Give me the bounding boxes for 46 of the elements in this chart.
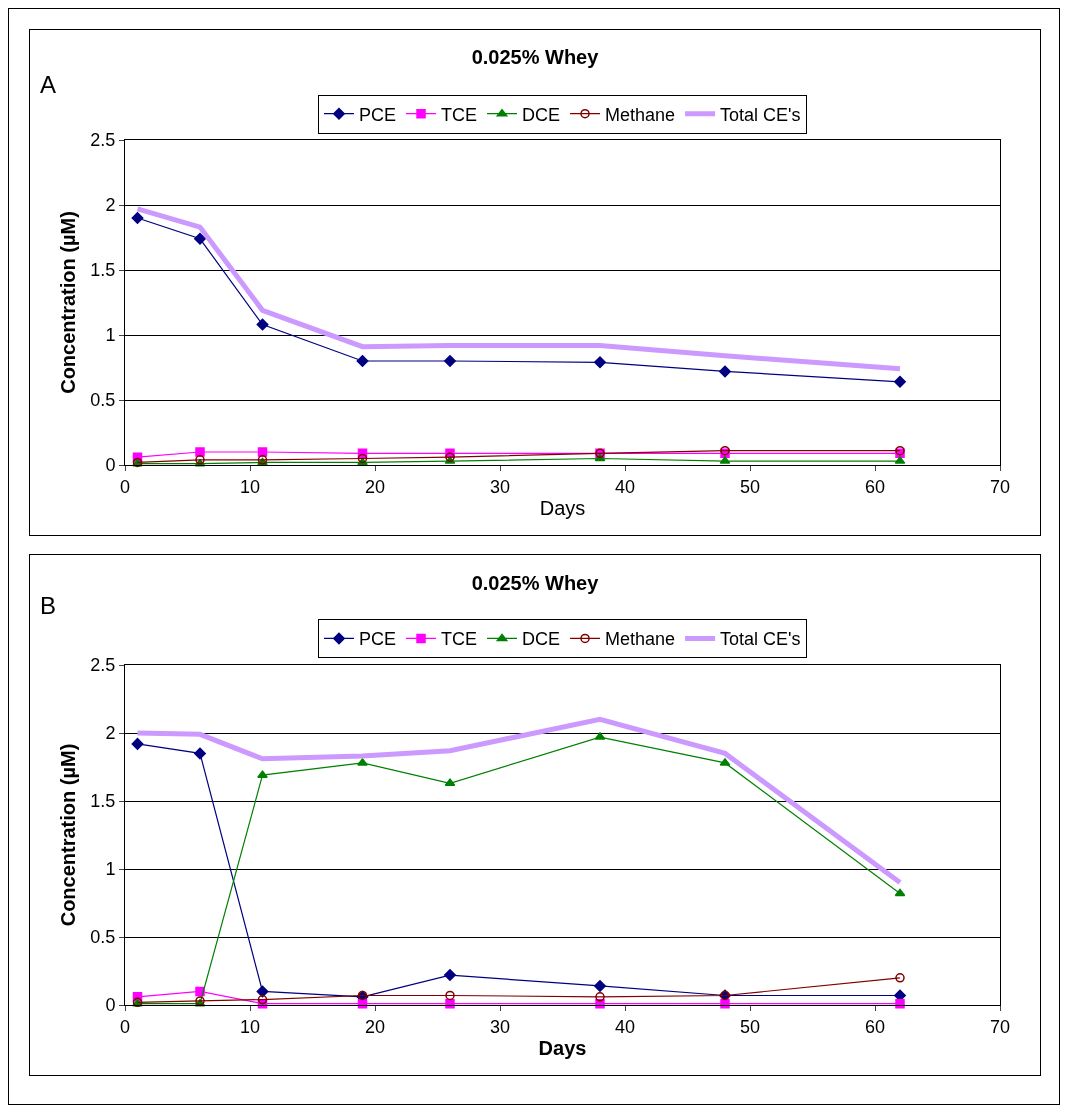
x-tick-label: 20: [364, 476, 386, 497]
y-axis-title: Concentration (µM): [57, 211, 79, 394]
chart-title: 0.025% Whey: [471, 571, 600, 594]
x-tick-label: 10: [239, 1016, 261, 1037]
y-tick-label: 0: [105, 995, 116, 1016]
y-tick-label: 2.5: [90, 130, 116, 151]
y-tick-label: 2.5: [90, 655, 116, 676]
x-axis-title: Days: [539, 497, 586, 520]
x-tick-label: 40: [614, 1016, 636, 1037]
x-tick-label: 60: [864, 1016, 886, 1037]
x-tick-label: 70: [989, 476, 1011, 497]
x-tick-label: 50: [739, 476, 761, 497]
x-tick-label: 30: [489, 476, 511, 497]
legend-label: PCE: [359, 104, 397, 125]
legend-label: TCE: [441, 629, 478, 650]
legend-label: DCE: [522, 629, 561, 650]
y-tick-label: 1.5: [90, 791, 116, 812]
legend-label: TCE: [441, 104, 478, 125]
x-tick-label: 30: [489, 1016, 511, 1037]
x-tick-label: 50: [739, 1016, 761, 1037]
y-tick-label: 1.5: [90, 260, 116, 281]
x-axis-title: Days: [538, 1037, 587, 1060]
y-tick-label: 2: [105, 195, 116, 216]
chart-title: 0.025% Whey: [471, 46, 600, 69]
y-axis-title: Concentration (µM): [57, 743, 79, 927]
y-tick-label: 0: [105, 455, 116, 476]
legend-label: Total CE's: [720, 629, 801, 650]
legend-label: PCE: [359, 629, 397, 650]
legend-label: Methane: [605, 104, 676, 125]
text: A: [40, 71, 57, 98]
x-tick-label: 40: [614, 476, 636, 497]
y-tick-label: 1: [105, 859, 116, 880]
y-tick-label: 0.5: [90, 927, 116, 948]
x-tick-label: 10: [239, 476, 261, 497]
text: B: [40, 592, 57, 619]
x-tick-label: 0: [119, 1016, 131, 1037]
x-tick-label: 70: [989, 1016, 1011, 1037]
legend-label: DCE: [522, 104, 561, 125]
legend-label: Methane: [605, 629, 676, 650]
y-tick-label: 2: [105, 723, 116, 744]
x-tick-label: 20: [364, 1016, 386, 1037]
x-tick-label: 60: [864, 476, 886, 497]
x-tick-label: 0: [119, 476, 131, 497]
y-tick-label: 1: [105, 325, 116, 346]
legend-label: Total CE's: [720, 104, 801, 125]
y-tick-label: 0.5: [90, 390, 116, 411]
